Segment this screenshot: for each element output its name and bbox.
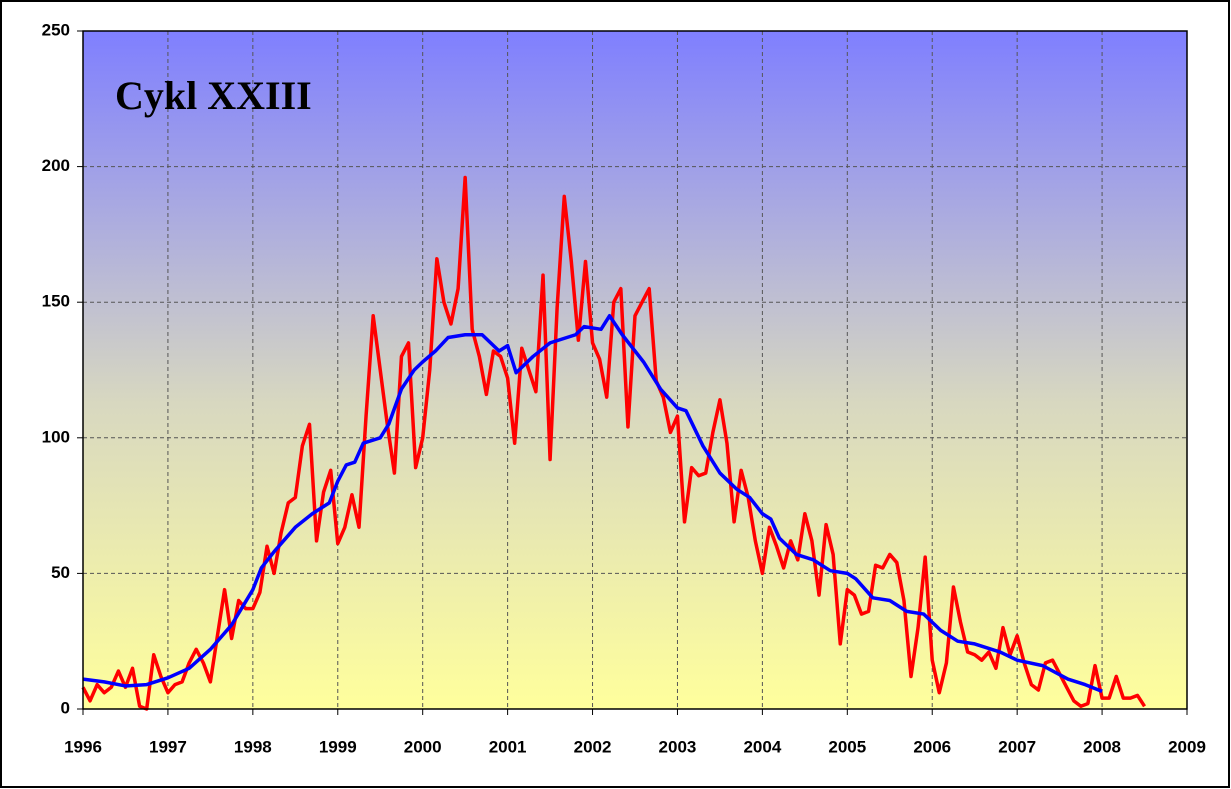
labels: 0 50 100 150 200 250 1996 1997 1998 1999 2000 2001 2…: [42, 20, 1206, 756]
x-tick-label: 1997: [149, 737, 187, 756]
x-tick-label: 2003: [659, 737, 697, 756]
y-tick-label: 200: [42, 156, 70, 175]
x-tick-label: 2002: [574, 737, 612, 756]
chart-title: Cykl XXIII: [115, 73, 312, 118]
x-tick-label: 2000: [404, 737, 442, 756]
x-tick-label: 1999: [319, 737, 357, 756]
y-tick-label: 250: [42, 20, 70, 39]
x-tick-label: 2001: [489, 737, 527, 756]
x-tick-label: 1998: [234, 737, 272, 756]
y-tick-label: 50: [51, 563, 70, 582]
y-tick-label: 150: [42, 292, 70, 311]
lines: [81, 175, 1147, 711]
x-tick-label: 2004: [743, 737, 781, 756]
y-tick-label: 100: [42, 427, 70, 446]
series-line: [82, 314, 1103, 693]
series-line: [81, 175, 1147, 711]
x-tick-label: 2007: [998, 737, 1036, 756]
y-tick-label: 0: [61, 698, 70, 717]
x-tick-label: 2005: [828, 737, 866, 756]
x-tick-label: 2009: [1168, 737, 1206, 756]
plot-area: [83, 31, 1187, 709]
plot-border: [82, 30, 1188, 710]
x-tick-label: 2006: [913, 737, 951, 756]
x-tick-label: 1996: [64, 737, 102, 756]
x-tick-label: 2008: [1083, 737, 1121, 756]
